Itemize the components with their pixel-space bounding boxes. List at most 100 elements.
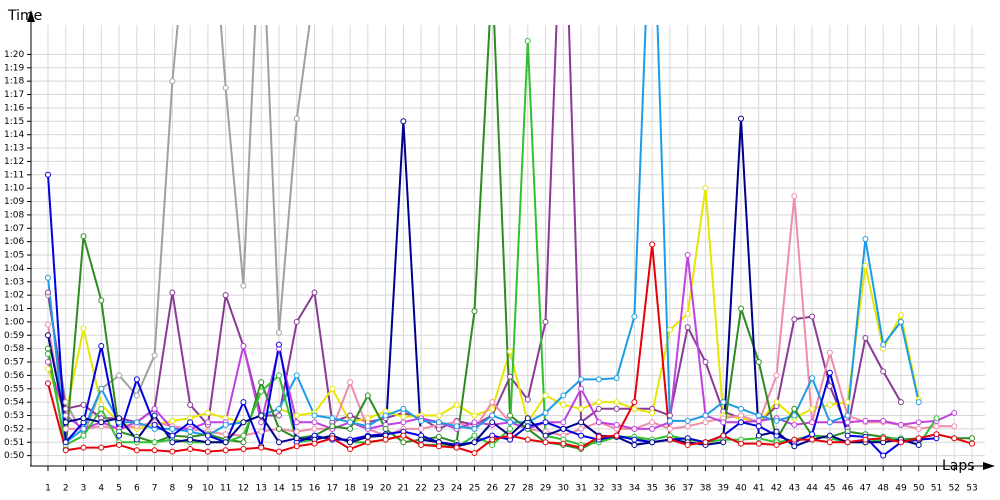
point	[862, 436, 869, 443]
point	[666, 436, 673, 443]
x-tick-label: 5	[116, 484, 122, 494]
y-tick-label: 1:19	[4, 63, 24, 73]
point	[80, 425, 87, 432]
point	[471, 412, 478, 419]
point	[649, 241, 656, 248]
x-tick-label: 22	[415, 484, 426, 494]
y-tick-label: 1:13	[4, 144, 24, 154]
point	[791, 412, 798, 419]
point	[631, 399, 638, 406]
point	[862, 262, 869, 269]
point	[62, 439, 69, 446]
point	[275, 372, 282, 379]
point	[524, 38, 531, 45]
point	[826, 383, 833, 390]
x-tick-label: 32	[593, 484, 604, 494]
point	[151, 352, 158, 359]
y-axis-arrow	[27, 10, 35, 22]
point	[897, 421, 904, 428]
point	[666, 417, 673, 424]
point	[542, 409, 549, 416]
point	[222, 292, 229, 299]
point	[684, 441, 691, 448]
point	[293, 419, 300, 426]
point	[809, 313, 816, 320]
x-tick-label: 11	[220, 484, 231, 494]
point	[418, 436, 425, 443]
point	[311, 425, 318, 432]
point	[169, 448, 176, 455]
point	[311, 440, 318, 447]
point	[897, 439, 904, 446]
point	[897, 312, 904, 319]
point	[169, 417, 176, 424]
x-tick-label: 35	[646, 484, 657, 494]
point	[364, 415, 371, 422]
x-tick-label: 52	[949, 484, 960, 494]
point	[329, 385, 336, 392]
point	[275, 439, 282, 446]
y-tick-label: 1:18	[4, 77, 24, 87]
x-tick-label: 6	[134, 484, 140, 494]
point	[489, 412, 496, 419]
point	[542, 419, 549, 426]
series-line	[47, 25, 920, 444]
point	[400, 432, 407, 439]
point	[595, 405, 602, 412]
x-tick-label: 2	[63, 484, 69, 494]
x-tick-label: 49	[895, 484, 907, 494]
x-tick-label: 4	[98, 484, 104, 494]
point	[471, 449, 478, 456]
point	[933, 415, 940, 422]
point	[329, 435, 336, 442]
point	[933, 431, 940, 438]
point	[507, 432, 513, 439]
point	[347, 425, 354, 432]
point	[258, 379, 265, 386]
series-line	[47, 195, 955, 437]
point	[933, 423, 940, 430]
point	[684, 252, 691, 259]
point	[951, 409, 958, 416]
point	[98, 385, 105, 392]
point	[684, 423, 691, 430]
point	[542, 318, 549, 325]
point	[826, 419, 833, 426]
point	[44, 321, 51, 328]
point	[435, 433, 442, 440]
x-axis-title: Laps	[942, 458, 975, 474]
point	[649, 425, 656, 432]
x-tick-label: 44	[806, 484, 818, 494]
point	[631, 441, 638, 448]
point	[613, 399, 620, 406]
point	[702, 439, 709, 446]
point	[862, 417, 869, 424]
point	[293, 428, 300, 435]
y-tick-label: 1:04	[4, 264, 24, 274]
point	[44, 289, 51, 296]
x-tick-label: 21	[398, 484, 409, 494]
point	[80, 415, 87, 422]
point	[347, 439, 354, 446]
point	[80, 233, 87, 240]
y-tick-label: 1:02	[4, 291, 24, 301]
point	[560, 401, 567, 408]
point	[862, 334, 869, 341]
y-tick-label: 1:14	[4, 130, 24, 140]
x-tick-label: 20	[380, 484, 392, 494]
point	[773, 372, 780, 379]
y-tick-label: 1:16	[4, 103, 24, 113]
point	[684, 310, 691, 317]
x-tick-label: 1	[45, 484, 51, 494]
point	[275, 412, 282, 419]
point	[613, 421, 620, 428]
point	[133, 419, 140, 426]
x-tick-label: 46	[842, 484, 854, 494]
point	[400, 118, 407, 125]
x-tick-label: 42	[771, 484, 782, 494]
point	[595, 433, 602, 440]
point	[240, 432, 247, 439]
point	[400, 405, 407, 412]
point	[453, 423, 460, 430]
y-tick-label: 1:17	[4, 90, 24, 100]
